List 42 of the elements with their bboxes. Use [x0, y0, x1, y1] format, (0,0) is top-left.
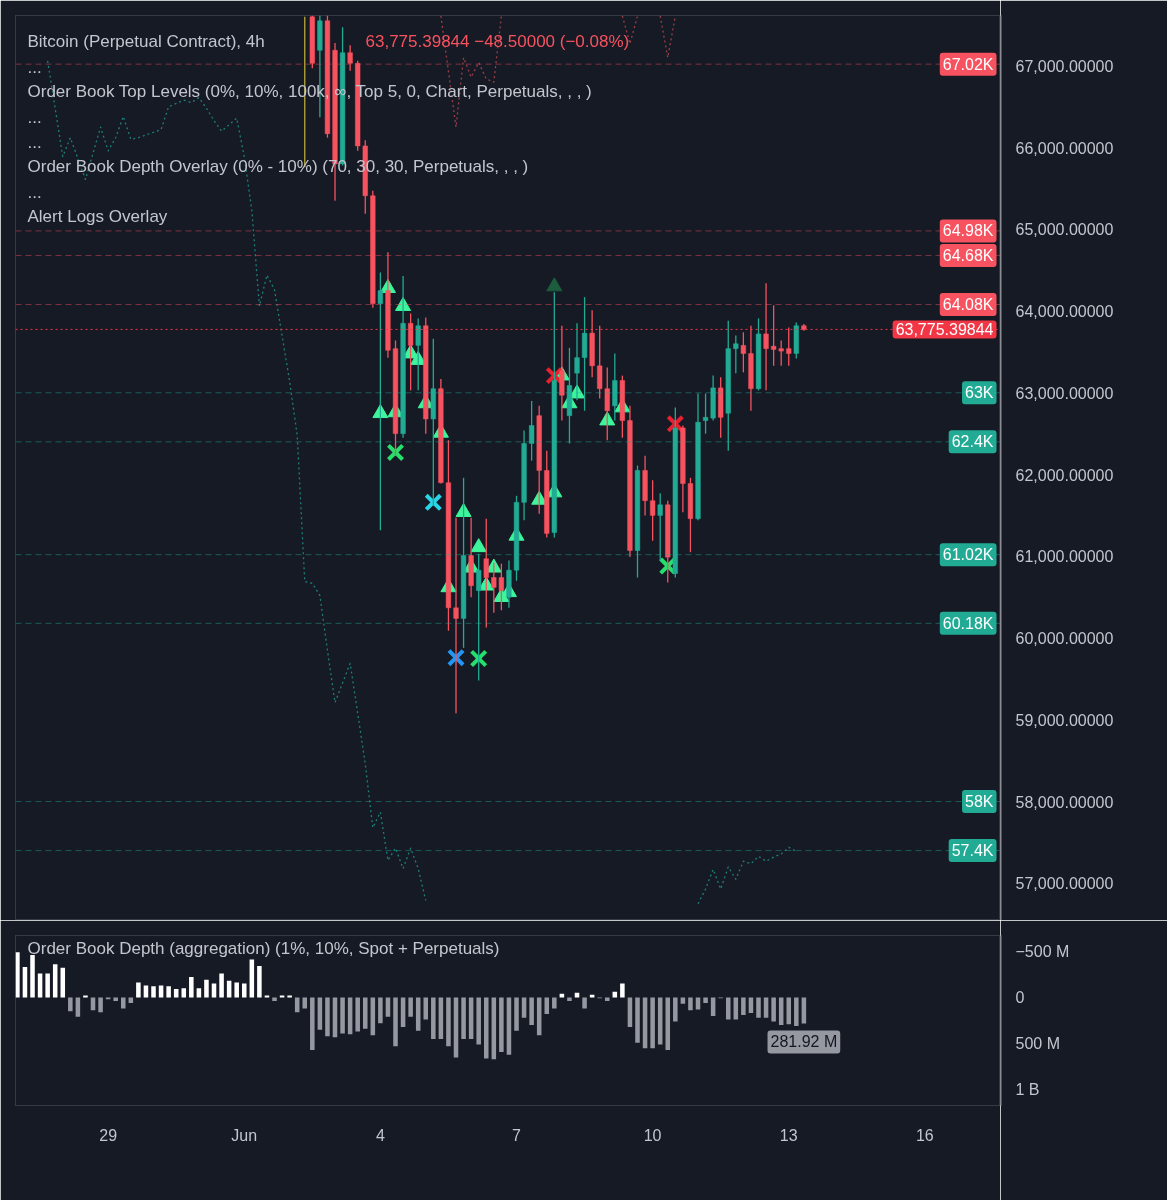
- x-tick-label: 29: [99, 1126, 118, 1144]
- annotation: ...: [27, 57, 42, 77]
- ref-line-label: 62.4K: [951, 433, 994, 451]
- ref-line-label: 57.4K: [951, 842, 994, 860]
- y-tick-label: 1 B: [1015, 1081, 1040, 1099]
- y-tick-label: −500 M: [1015, 942, 1070, 960]
- ref-line-label: 61.02K: [942, 546, 994, 564]
- y-tick-label: 64,000.00000: [1015, 303, 1114, 321]
- y-tick-label: 58,000.00000: [1015, 793, 1114, 811]
- y-tick-label: 59,000.00000: [1015, 711, 1114, 729]
- y-tick-label: 60,000.00000: [1015, 630, 1114, 648]
- chart-title: Order Book Depth (aggregation) (1%, 10%, Spot + Perpetuals): [27, 939, 500, 958]
- y-tick-label: 63,000.00000: [1015, 384, 1114, 402]
- x-tick-label: 10: [643, 1126, 662, 1144]
- y-tick-label: 0: [1015, 988, 1025, 1006]
- x-tick-label: 13: [779, 1126, 798, 1144]
- annotation: Alert Logs Overlay: [27, 207, 168, 226]
- ref-line-label: 63K: [965, 384, 994, 402]
- x-tick-label: 4: [375, 1126, 385, 1144]
- annotation: ...: [27, 182, 42, 202]
- text: 63,775.39844 −48.50000 (−0.08%): [365, 32, 630, 51]
- data-label: 281.92 M: [770, 1033, 838, 1051]
- ref-line-label: 60.18K: [942, 614, 994, 632]
- annotation: ...: [27, 132, 42, 152]
- x-tick-label: Jun: [231, 1126, 258, 1144]
- ref-line-label: 64.08K: [942, 296, 994, 313]
- ref-line-label: 67.02K: [942, 55, 994, 73]
- y-tick-label: 67,000.00000: [1015, 57, 1114, 75]
- y-tick-label: 65,000.00000: [1015, 221, 1114, 239]
- x-tick-label: 16: [915, 1126, 934, 1144]
- annotation: ...: [27, 107, 42, 127]
- ref-line-label: 64.98K: [942, 222, 994, 240]
- y-tick-label: 62,000.00000: [1015, 466, 1114, 484]
- y-tick-label: 500 M: [1015, 1035, 1060, 1053]
- y-tick-label: 66,000.00000: [1015, 139, 1114, 157]
- ref-line-label: 64.68K: [942, 246, 994, 264]
- x-tick-label: 7: [512, 1126, 522, 1144]
- text: Bitcoin (Perpetual Contract), 4h: [27, 32, 265, 51]
- y-tick-label: 57,000.00000: [1015, 875, 1114, 893]
- ref-line-label: 63,775.39844: [895, 321, 994, 339]
- ref-line-label: 58K: [965, 793, 994, 811]
- y-tick-label: 61,000.00000: [1015, 548, 1114, 566]
